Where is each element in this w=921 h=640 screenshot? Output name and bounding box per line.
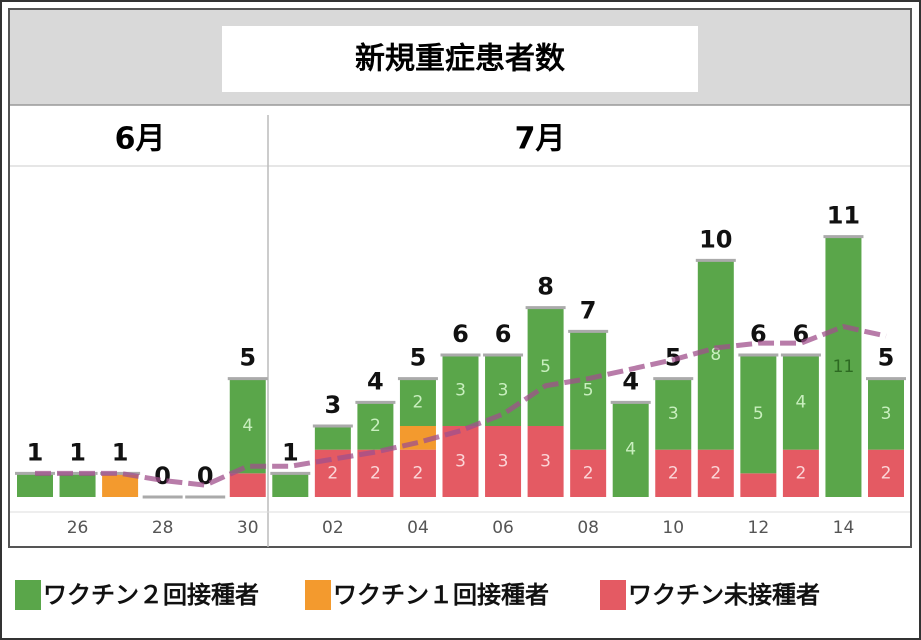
x-tick-label: 06 xyxy=(492,518,514,538)
bar-segment xyxy=(442,426,479,497)
month-label: 7月 xyxy=(515,122,566,157)
bar-segment xyxy=(229,473,266,497)
bar-segment xyxy=(825,236,862,497)
bar-segment xyxy=(868,378,904,450)
total-label: 6 xyxy=(495,320,512,348)
bar-segment xyxy=(59,473,96,497)
segment-label: 5 xyxy=(540,357,551,377)
segment-label: 3 xyxy=(498,452,509,472)
segment-label: 5 xyxy=(753,404,764,424)
bar-segment xyxy=(399,449,436,497)
legend-swatch xyxy=(305,580,331,610)
total-label: 4 xyxy=(622,367,639,395)
x-tick-label: 26 xyxy=(67,518,89,538)
bar-segment xyxy=(272,473,309,497)
trend-line xyxy=(35,324,887,488)
bar-segment xyxy=(697,449,734,497)
total-label: 1 xyxy=(112,438,129,466)
bar-segment xyxy=(442,355,479,426)
segment-label: 3 xyxy=(498,381,509,401)
segment-label: 2 xyxy=(668,463,679,483)
total-label: 11 xyxy=(827,202,860,230)
bar-segment xyxy=(357,402,394,450)
bar-segment xyxy=(485,355,522,426)
x-tick-label: 28 xyxy=(152,518,174,538)
bar-segment xyxy=(740,473,777,497)
segment-label: 8 xyxy=(710,345,721,365)
x-tick-label: 02 xyxy=(322,518,344,538)
segment-label: 2 xyxy=(583,463,594,483)
total-label: 4 xyxy=(367,367,384,395)
bar-segment xyxy=(612,402,649,497)
segment-label: 2 xyxy=(881,463,892,483)
bar-segment xyxy=(655,378,692,450)
x-tick-label: 04 xyxy=(407,518,429,538)
segment-label: 3 xyxy=(540,452,551,472)
bar-segment xyxy=(570,449,607,497)
title-box xyxy=(222,26,698,92)
segment-label: 4 xyxy=(795,392,806,412)
legend-swatch xyxy=(15,580,41,610)
segment-label: 2 xyxy=(327,463,338,483)
x-tick-label: 10 xyxy=(662,518,684,538)
total-label: 6 xyxy=(452,320,469,348)
segment-label: 5 xyxy=(583,381,594,401)
total-label: 7 xyxy=(580,296,597,324)
segment-label: 2 xyxy=(413,392,424,412)
bar-segment xyxy=(527,426,564,497)
bar-segment xyxy=(102,473,139,497)
x-tick-label: 30 xyxy=(237,518,259,538)
bar-segment xyxy=(527,307,564,426)
x-tick-label: 14 xyxy=(833,518,855,538)
bar-segment xyxy=(782,449,819,497)
bar-segment xyxy=(782,355,819,450)
segment-label: 3 xyxy=(881,404,892,424)
segment-label: 4 xyxy=(625,440,636,460)
total-label: 5 xyxy=(410,344,427,372)
segment-label: 2 xyxy=(370,463,381,483)
legend: ワクチン２回接種者 ワクチン１回接種者 ワクチン未接種者 xyxy=(15,580,820,610)
segment-label: 11 xyxy=(833,357,855,377)
segment-label: 4 xyxy=(242,416,253,436)
bar-segment xyxy=(357,449,394,497)
bar-segment xyxy=(17,473,53,497)
segment-label: 3 xyxy=(668,404,679,424)
total-label: 8 xyxy=(537,273,554,301)
legend-label: ワクチン未接種者 xyxy=(628,581,820,609)
total-label: 1 xyxy=(282,438,299,466)
bar-segment xyxy=(570,331,607,450)
bar-segment xyxy=(697,260,734,450)
total-label: 10 xyxy=(699,225,732,253)
segment-label: 2 xyxy=(413,463,424,483)
total-label: 1 xyxy=(27,438,44,466)
total-label: 1 xyxy=(69,438,86,466)
x-tick-label: 08 xyxy=(577,518,599,538)
segment-label: 3 xyxy=(455,452,466,472)
bar-segment xyxy=(655,449,692,497)
bar-segment xyxy=(314,426,351,450)
total-label: 5 xyxy=(239,344,256,372)
segment-label: 2 xyxy=(710,463,721,483)
total-label: 0 xyxy=(154,462,171,490)
chart-title: 新規重症患者数 xyxy=(355,42,566,77)
bar-segment xyxy=(740,355,777,474)
legend-swatch xyxy=(600,580,626,610)
segment-label: 3 xyxy=(455,381,466,401)
bar-segment xyxy=(399,378,436,426)
segment-label: 2 xyxy=(795,463,806,483)
bar-segment xyxy=(868,449,904,497)
bar-segment xyxy=(229,378,266,474)
legend-label: ワクチン１回接種者 xyxy=(333,581,549,609)
total-label: 3 xyxy=(324,391,341,419)
month-label: 6月 xyxy=(115,122,166,157)
bar-segment xyxy=(485,426,522,497)
segment-label: 2 xyxy=(370,416,381,436)
legend-label: ワクチン２回接種者 xyxy=(43,581,259,609)
x-tick-label: 12 xyxy=(748,518,770,538)
total-label: 5 xyxy=(878,344,895,372)
